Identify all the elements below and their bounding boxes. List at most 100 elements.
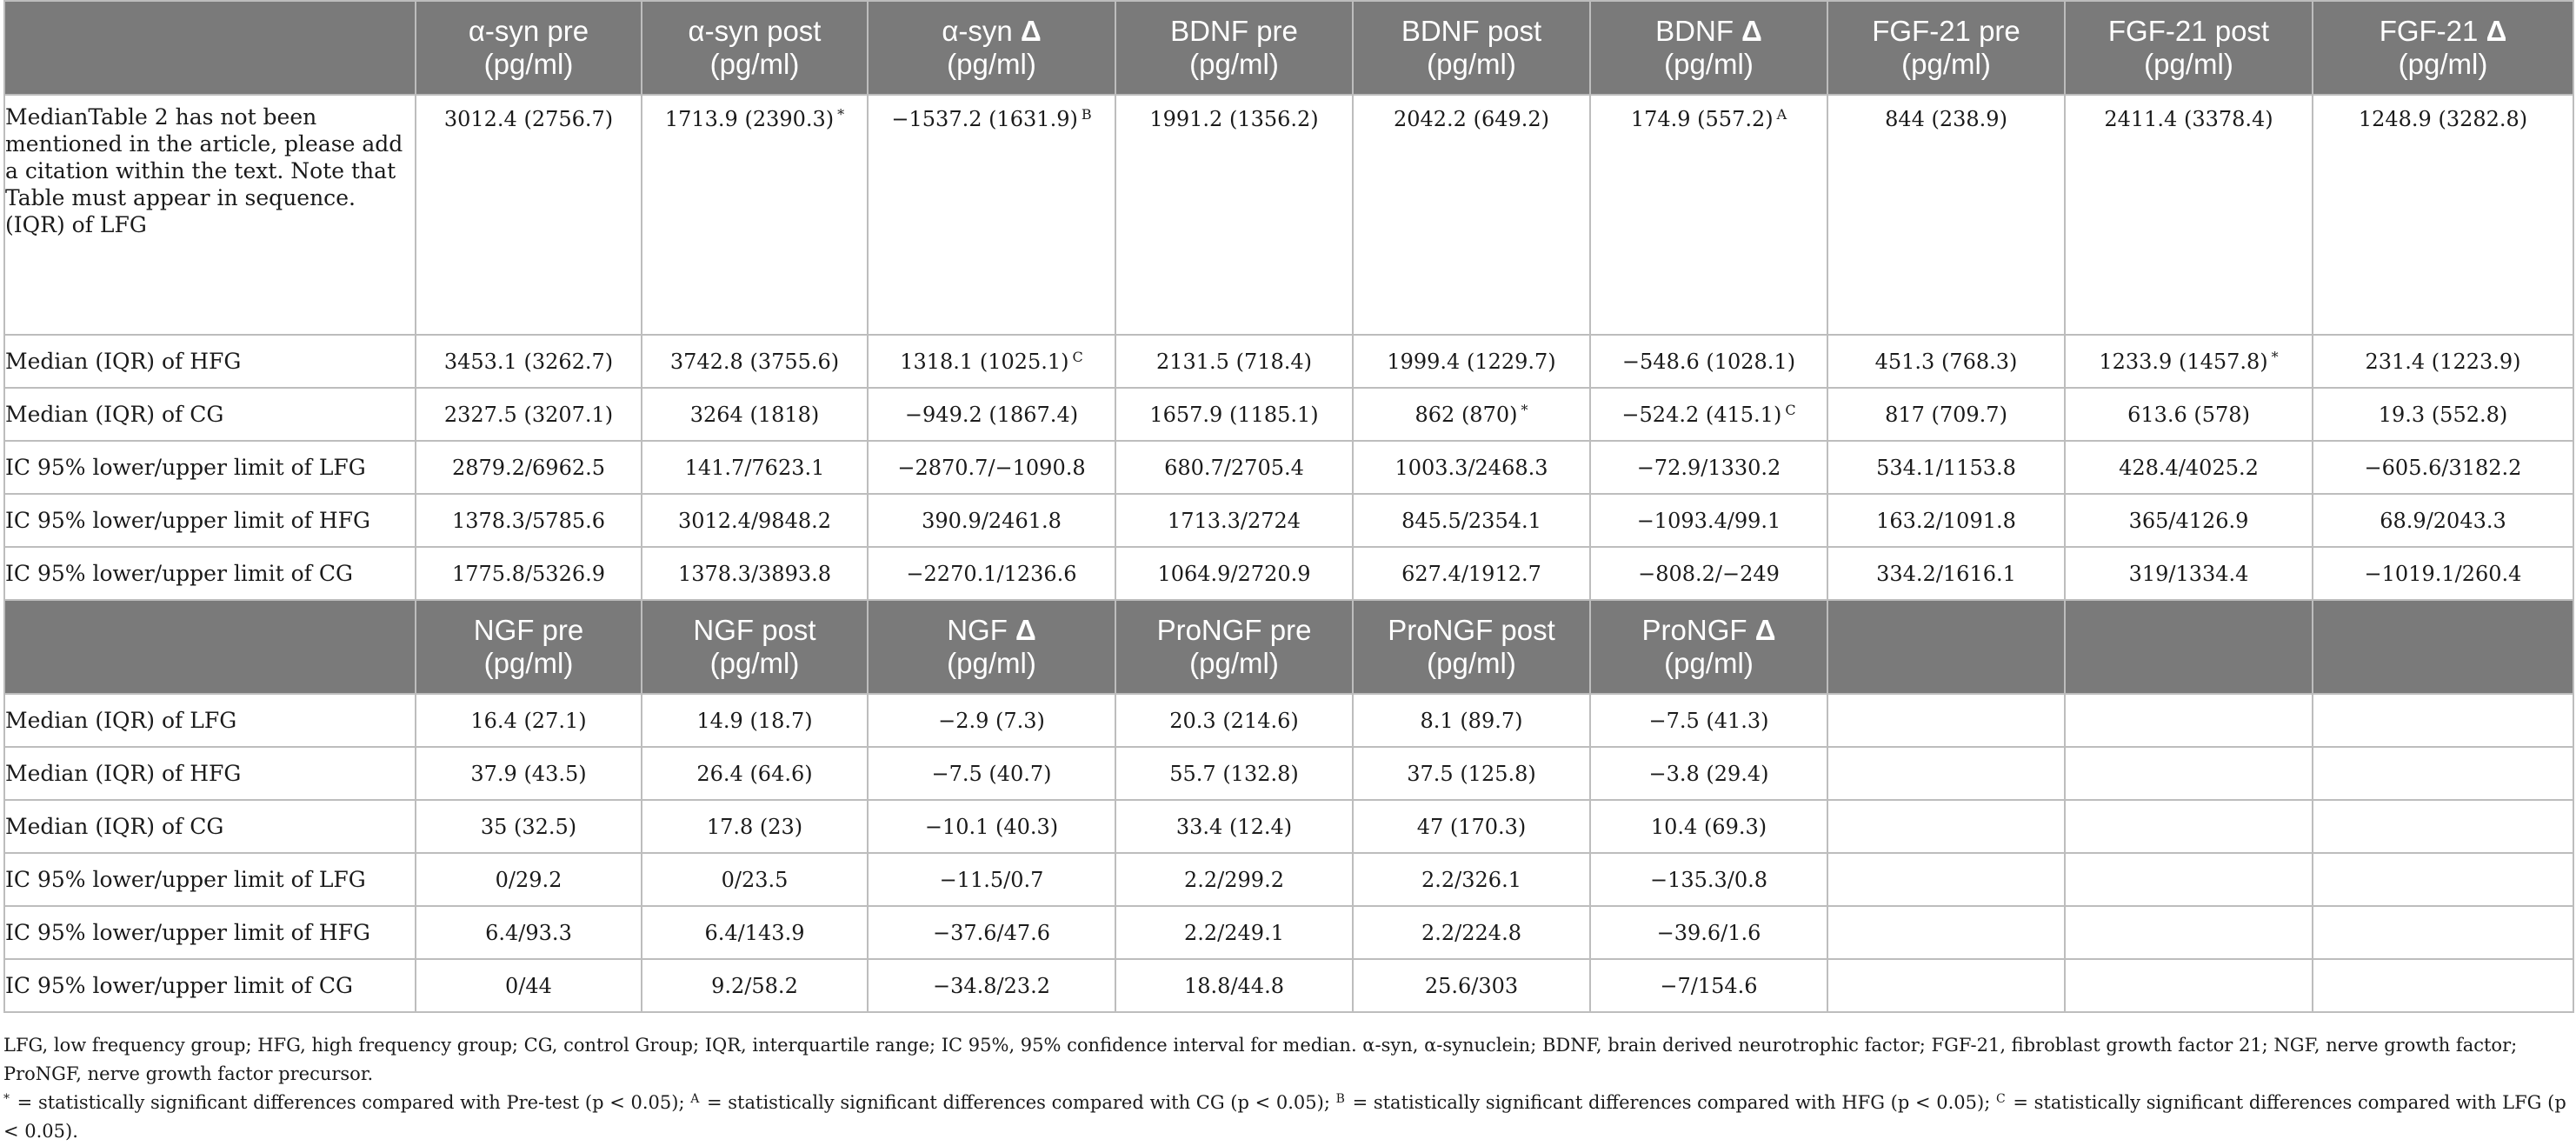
cell-value: 428.4/4025.2 <box>2119 455 2259 480</box>
data-cell: 9.2/58.2 <box>641 958 869 1013</box>
table-container: α-syn pre (pg/ml) α-syn post (pg/ml) α-syn Δ… <box>3 0 2574 1013</box>
data-cell: 10.4 (69.3) <box>1589 799 1828 854</box>
row-label: Median (IQR) of HFG <box>3 746 416 801</box>
data-cell: 1248.9 (3282.8) <box>2312 94 2574 336</box>
data-cell: 1003.3/2468.3 <box>1352 440 1591 495</box>
cell-value: 1318.1 (1025.1) <box>900 349 1069 374</box>
data-cell: 3012.4 (2756.7) <box>415 94 642 336</box>
data-cell: 231.4 (1223.9) <box>2312 334 2574 389</box>
cell-value: −1019.1/260.4 <box>2364 561 2522 586</box>
footnote-mark: A <box>690 1092 700 1106</box>
data-cell: 1378.3/5785.6 <box>415 493 642 548</box>
row-label: Median (IQR) of HFG <box>3 334 416 389</box>
cell-value: 3453.1 (3262.7) <box>443 349 614 374</box>
data-cell: 37.5 (125.8) <box>1352 746 1591 801</box>
cell-value: 141.7/7623.1 <box>684 455 825 480</box>
cell-value: 390.9/2461.8 <box>922 508 1062 533</box>
data-cell: −548.6 (1028.1) <box>1589 334 1828 389</box>
data-cell: −3.8 (29.4) <box>1589 746 1828 801</box>
empty-cell <box>1827 746 2066 801</box>
data-cell: −2.9 (7.3) <box>867 693 1116 748</box>
data-cell: 14.9 (18.7) <box>641 693 869 748</box>
column-header: BDNF Δ (pg/ml) <box>1589 0 1828 96</box>
column-header-unit: (pg/ml) <box>2398 48 2488 80</box>
cell-value: 1233.9 (1457.8) <box>2099 349 2268 374</box>
cell-value: 1003.3/2468.3 <box>1395 455 1548 480</box>
data-cell: 2.2/224.8 <box>1352 905 1591 960</box>
cell-value: 451.3 (768.3) <box>1874 349 2018 374</box>
table-row: IC 95% lower/upper limit of LFG 2879.2/69… <box>3 440 2574 495</box>
column-header-name: FGF-21 Δ <box>2379 15 2507 47</box>
data-cell: 3264 (1818) <box>641 387 869 442</box>
column-header-unit: (pg/ml) <box>1664 647 1754 679</box>
row-label: IC 95% lower/upper limit of CG <box>3 958 416 1013</box>
table-row: IC 95% lower/upper limit of LFG 0/29.2 0/2… <box>3 852 2574 907</box>
data-cell: 2.2/299.2 <box>1115 852 1354 907</box>
data-cell: −2870.7/−1090.8 <box>867 440 1116 495</box>
column-header-name: ProNGF Δ <box>1641 614 1776 646</box>
data-cell: 334.2/1616.1 <box>1827 546 2066 601</box>
data-cell: −2270.1/1236.6 <box>867 546 1116 601</box>
column-header-unit: (pg/ml) <box>947 647 1036 679</box>
table-row: IC 95% lower/upper limit of CG 1775.8/532… <box>3 546 2574 601</box>
data-cell: 3012.4/9848.2 <box>641 493 869 548</box>
significance-mark: * <box>1521 401 1528 418</box>
data-cell: 18.8/44.8 <box>1115 958 1354 1013</box>
cell-value: 2327.5 (3207.1) <box>443 402 614 427</box>
significance-mark: C <box>1072 348 1083 365</box>
column-header: α-syn Δ (pg/ml) <box>867 0 1116 96</box>
table-row: Median (IQR) of LFG 16.4 (27.1) 14.9 (18.7… <box>3 693 2574 748</box>
footnote-text: = statistically significant differences … <box>1346 1092 1996 1113</box>
cell-value: 334.2/1616.1 <box>1876 561 2016 586</box>
data-cell: 20.3 (214.6) <box>1115 693 1354 748</box>
empty-cell <box>2064 958 2313 1013</box>
cell-value: −605.6/3182.2 <box>2364 455 2522 480</box>
data-cell: 17.8 (23) <box>641 799 869 854</box>
empty-cell <box>2312 905 2574 960</box>
data-cell: 1064.9/2720.9 <box>1115 546 1354 601</box>
empty-cell <box>2312 852 2574 907</box>
significance-footnote: * = statistically significant difference… <box>3 1089 2568 1146</box>
significance-mark: * <box>837 106 845 123</box>
data-cell: −808.2/−249 <box>1589 546 1828 601</box>
column-header-name: ProNGF pre <box>1156 614 1312 646</box>
data-cell: 141.7/7623.1 <box>641 440 869 495</box>
footnote-mark: C <box>1995 1092 2006 1106</box>
column-header-unit: (pg/ml) <box>2144 48 2233 80</box>
cell-value: 2131.5 (718.4) <box>1155 349 1313 374</box>
column-header-unit: (pg/ml) <box>1427 647 1516 679</box>
data-cell: 1999.4 (1229.7) <box>1352 334 1591 389</box>
table-footnotes: LFG, low frequency group; HFG, high freq… <box>3 1031 2568 1146</box>
significance-mark: B <box>1081 106 1092 123</box>
empty-cell <box>2312 799 2574 854</box>
cell-value: 2879.2/6962.5 <box>451 455 606 480</box>
data-cell: −34.8/23.2 <box>867 958 1116 1013</box>
row-label: Median (IQR) of LFG <box>3 693 416 748</box>
data-cell: −7/154.6 <box>1589 958 1828 1013</box>
delta-symbol: Δ <box>1020 15 1042 47</box>
cell-value: 1378.3/5785.6 <box>451 508 606 533</box>
footnote-mark: B <box>1335 1092 1345 1106</box>
data-cell: 26.4 (64.6) <box>641 746 869 801</box>
cell-value: 1713.9 (2390.3) <box>664 107 835 131</box>
data-cell: 1318.1 (1025.1) C <box>867 334 1116 389</box>
cell-value: 862 (870) <box>1414 402 1518 427</box>
data-cell: 35 (32.5) <box>415 799 642 854</box>
column-header: FGF-21 pre (pg/ml) <box>1827 0 2066 96</box>
empty-cell <box>2064 799 2313 854</box>
column-header: NGF pre (pg/ml) <box>415 599 642 695</box>
data-cell: 534.1/1153.8 <box>1827 440 2066 495</box>
empty-cell <box>1827 958 2066 1013</box>
empty-cell <box>1827 693 2066 748</box>
cell-value: 68.9/2043.3 <box>2380 508 2506 533</box>
cell-value: 319/1334.4 <box>2128 561 2249 586</box>
footnote-text: = statistically significant differences … <box>11 1092 691 1113</box>
table-row: IC 95% lower/upper limit of CG 0/44 9.2/58… <box>3 958 2574 1013</box>
column-header-unit: (pg/ml) <box>1427 48 1516 80</box>
column-header: BDNF pre (pg/ml) <box>1115 0 1354 96</box>
empty-cell <box>2064 852 2313 907</box>
column-header-name: FGF-21 post <box>2107 15 2270 47</box>
data-cell: −72.9/1330.2 <box>1589 440 1828 495</box>
data-cell: −7.5 (41.3) <box>1589 693 1828 748</box>
cell-value: 3742.8 (3755.6) <box>669 349 840 374</box>
